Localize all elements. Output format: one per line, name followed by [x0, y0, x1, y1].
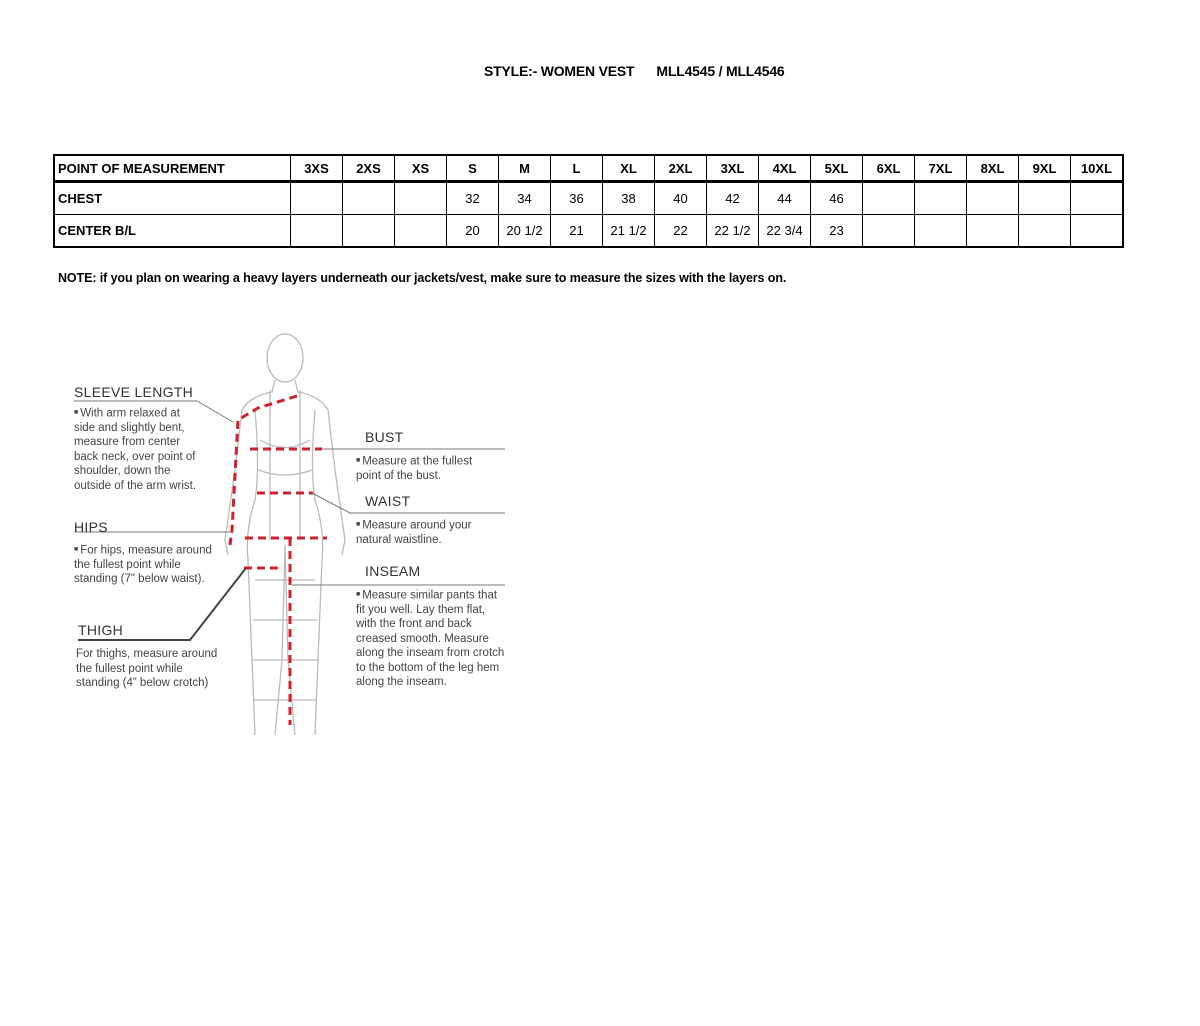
column-header: 4XL: [758, 154, 811, 183]
table-cell: [914, 214, 967, 248]
column-header: 5XL: [810, 154, 863, 183]
table-cell: 21 1/2: [602, 214, 655, 248]
table-cell: [966, 214, 1019, 248]
table-row: CHEST 32 34 36 38 40 42 44 46: [53, 181, 1124, 215]
column-header: 3XL: [706, 154, 759, 183]
table-cell: 34: [498, 181, 551, 215]
column-header: S: [446, 154, 499, 183]
table-cell: 22: [654, 214, 707, 248]
inseam-label: INSEAM: [365, 563, 421, 579]
sleeve-length-text: With arm relaxed at side and slightly be…: [74, 406, 204, 493]
thigh-text: For thighs, measure around the fullest p…: [76, 648, 218, 689]
note-text: NOTE: if you plan on wearing a heavy lay…: [58, 271, 787, 285]
column-header: 7XL: [914, 154, 967, 183]
table-cell: [1018, 214, 1071, 248]
column-header: 6XL: [862, 154, 915, 183]
table-cell: 46: [810, 181, 863, 215]
hips-text: For hips, measure around the fullest poi…: [74, 543, 214, 587]
hips-label: HIPS: [74, 519, 108, 535]
table-cell: [1018, 181, 1071, 215]
column-header: POINT OF MEASUREMENT: [53, 154, 291, 183]
column-header: 3XS: [290, 154, 343, 183]
column-header: L: [550, 154, 603, 183]
body-figure-illustration: [74, 333, 505, 736]
waist-label: WAIST: [365, 493, 411, 509]
table-cell: 23: [810, 214, 863, 248]
column-header: 2XS: [342, 154, 395, 183]
column-header: 2XL: [654, 154, 707, 183]
table-cell: [914, 181, 967, 215]
inseam-text: Measure similar pants that fit you well.…: [356, 588, 506, 690]
column-header: 9XL: [1018, 154, 1071, 183]
thigh-label: THIGH: [78, 622, 124, 638]
table-header-row: POINT OF MEASUREMENT 3XS 2XS XS S M L XL 2XL 3XL 4…: [53, 154, 1124, 183]
measurement-guide: SLEEVE LENGTH With arm relaxed at side a…: [60, 330, 520, 750]
table-cell: 44: [758, 181, 811, 215]
table-cell: [394, 214, 447, 248]
table-cell: 38: [602, 181, 655, 215]
column-header: 8XL: [966, 154, 1019, 183]
table-cell: 32: [446, 181, 499, 215]
table-cell: CHEST: [53, 181, 291, 215]
table-cell: CENTER B/L: [53, 214, 291, 248]
table-cell: 40: [654, 181, 707, 215]
table-cell: 21: [550, 214, 603, 248]
size-chart-table: POINT OF MEASUREMENT 3XS 2XS XS S M L XL 2XL 3XL 4…: [53, 154, 1124, 248]
column-header: XS: [394, 154, 447, 183]
table-cell: [862, 214, 915, 248]
column-header: XL: [602, 154, 655, 183]
table-cell: 36: [550, 181, 603, 215]
table-cell: [1070, 214, 1124, 248]
column-header: 10XL: [1070, 154, 1124, 183]
table-cell: [342, 214, 395, 248]
table-cell: 42: [706, 181, 759, 215]
table-cell: 20: [446, 214, 499, 248]
table-cell: [290, 214, 343, 248]
style-codes: MLL4545 / MLL4546: [656, 63, 785, 79]
table-row: CENTER B/L 20 20 1/2 21 21 1/2 22 22 1/2 22 3/4…: [53, 214, 1124, 248]
table-cell: [862, 181, 915, 215]
table-cell: 22 3/4: [758, 214, 811, 248]
table-cell: [290, 181, 343, 215]
table-cell: [1070, 181, 1124, 215]
waist-text: Measure around your natural waistline.: [356, 518, 496, 547]
style-name: STYLE:- WOMEN VEST: [484, 63, 635, 79]
bust-label: BUST: [365, 429, 404, 445]
table-cell: 20 1/2: [498, 214, 551, 248]
bust-text: Measure at the fullest point of the bust…: [356, 454, 496, 483]
sleeve-length-label: SLEEVE LENGTH: [74, 384, 194, 400]
table-cell: [966, 181, 1019, 215]
table-cell: [342, 181, 395, 215]
column-header: M: [498, 154, 551, 183]
document-title: STYLE:- WOMEN VEST MLL4545 / MLL4546: [484, 63, 807, 79]
table-cell: 22 1/2: [706, 214, 759, 248]
table-cell: [394, 181, 447, 215]
